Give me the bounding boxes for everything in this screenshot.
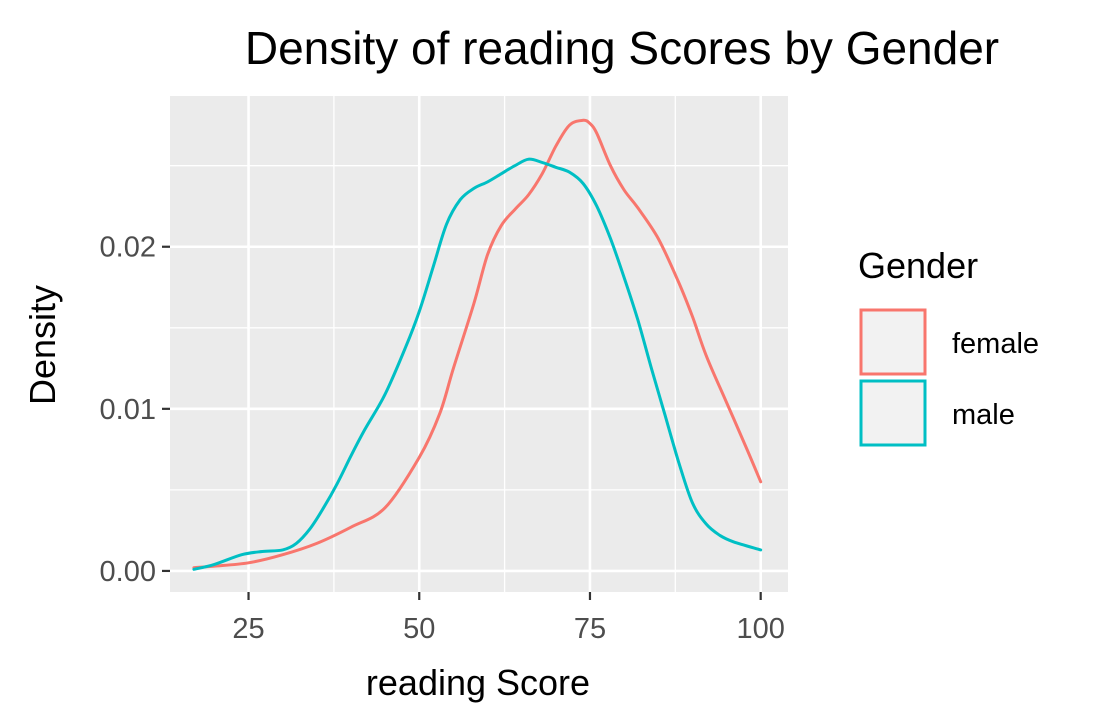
x-tick-label: 100 — [736, 613, 784, 645]
legend-label-male: male — [952, 399, 1015, 431]
y-tick-label: 0.01 — [100, 394, 156, 426]
series-line-male — [192, 157, 763, 571]
x-tick-label: 25 — [232, 613, 264, 645]
grid-lines — [170, 96, 788, 592]
plot-panel — [170, 96, 788, 592]
chart-title: Density of reading Scores by Gender — [245, 22, 999, 74]
x-tick-label: 50 — [403, 613, 435, 645]
legend-label-female: female — [952, 328, 1039, 360]
panel-background — [170, 96, 788, 592]
legend-key-female — [859, 308, 927, 376]
series-line-female — [192, 118, 763, 570]
legend-key-male — [859, 379, 927, 447]
x-axis-title: reading Score — [366, 662, 590, 703]
y-tick-label: 0.00 — [100, 556, 156, 588]
x-tick-label: 75 — [574, 613, 606, 645]
y-axis-title: Density — [22, 285, 63, 405]
axes: 25 50 75 100 0.00 0.01 0.02 — [100, 232, 785, 645]
legend-title: Gender — [858, 245, 978, 286]
series-lines — [192, 118, 763, 571]
legend: Gender female male — [858, 245, 1039, 447]
y-tick-label: 0.02 — [100, 232, 156, 264]
